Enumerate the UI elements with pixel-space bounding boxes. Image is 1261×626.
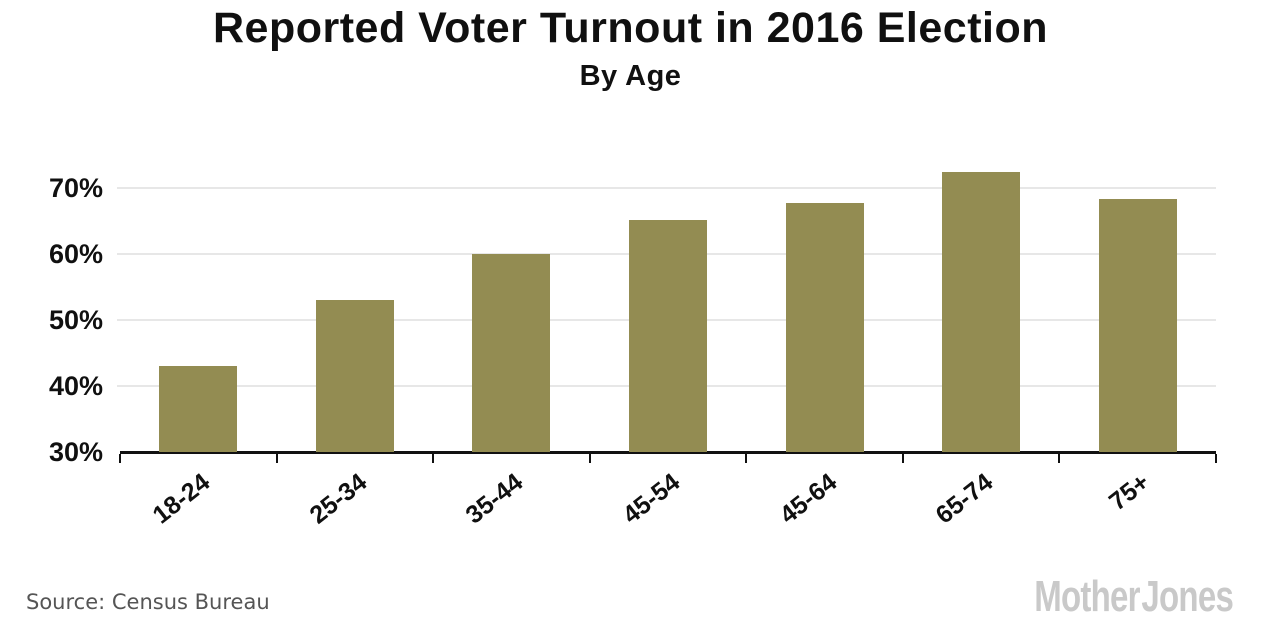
chart-subtitle: By Age xyxy=(579,60,682,92)
x-tick-label: 65-74 xyxy=(930,468,999,530)
x-axis-line xyxy=(120,451,1216,454)
x-tick-label: 25-34 xyxy=(304,468,373,530)
chart-title: Reported Voter Turnout in 2016 Election xyxy=(212,4,1048,52)
x-tick-label: 45-64 xyxy=(774,468,842,530)
axis-tick xyxy=(745,454,748,463)
bar-25-34 xyxy=(315,300,394,452)
plot-area xyxy=(117,155,1217,463)
x-tick-label: 45-54 xyxy=(617,468,686,530)
bar-45-54 xyxy=(629,219,707,452)
bar-18-24 xyxy=(159,366,238,452)
axis-tick xyxy=(1215,454,1217,463)
axis-tick xyxy=(901,454,904,463)
bar-35-44 xyxy=(472,254,551,452)
x-axis-labels: 18-24 25-34 35-44 45-54 45-64 65-74 75+ xyxy=(120,468,1216,558)
bar-65-74 xyxy=(942,172,1021,452)
bar-75+ xyxy=(1098,199,1177,452)
x-tick-label: 18-24 xyxy=(147,468,216,530)
axis-tick xyxy=(588,454,591,463)
axis-tick xyxy=(119,454,121,463)
axis-tick xyxy=(275,454,278,463)
bar-45-64 xyxy=(785,203,864,452)
axis-tick xyxy=(432,454,435,463)
y-tick-label: 60% xyxy=(48,239,103,269)
y-tick-label: 50% xyxy=(48,305,103,335)
source-note: Source: Census Bureau xyxy=(26,590,270,614)
y-tick-label: 70% xyxy=(48,173,103,203)
y-tick-label: 30% xyxy=(48,437,103,467)
gridline-70 xyxy=(117,187,1216,189)
x-tick-label: 35-44 xyxy=(461,468,529,530)
motherjones-logo: Mother Jones xyxy=(1034,572,1234,621)
axis-tick xyxy=(1058,454,1061,463)
y-axis-labels: 30% 40% 50% 60% 70% xyxy=(0,155,103,467)
y-tick-label: 40% xyxy=(48,371,103,401)
x-tick-label: 75+ xyxy=(1104,468,1155,517)
